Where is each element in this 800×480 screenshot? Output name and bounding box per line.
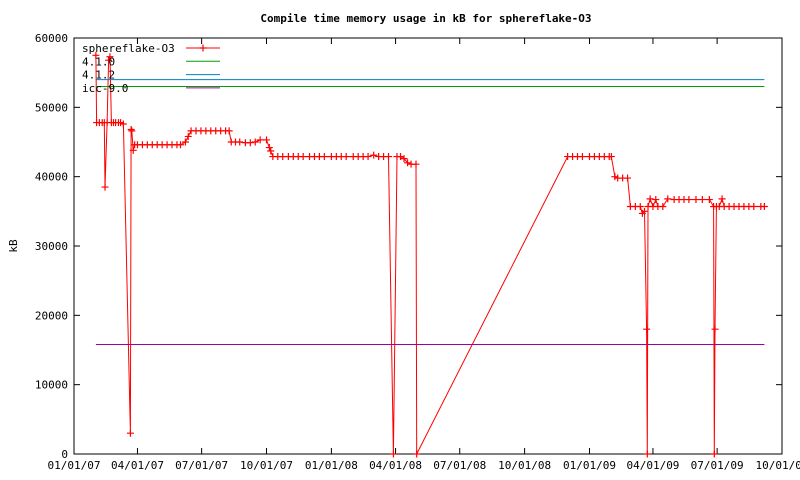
data-point <box>364 153 372 161</box>
data-point <box>263 136 271 144</box>
data-point <box>396 153 404 161</box>
series-layer <box>92 51 768 458</box>
data-point <box>404 159 412 167</box>
legend-label: 4.1.0 <box>82 55 115 68</box>
data-point <box>101 183 109 191</box>
data-point <box>643 450 651 458</box>
data-point <box>236 138 244 146</box>
data-point <box>389 450 397 458</box>
data-point <box>267 147 275 155</box>
legend-label: 4.1.2 <box>82 69 115 82</box>
data-point <box>659 202 667 210</box>
data-point <box>640 207 648 215</box>
x-tick-label: 01/01/09 <box>563 459 616 472</box>
data-point <box>256 136 264 144</box>
series-sphereflake-o3 <box>92 51 768 458</box>
y-tick-label: 30000 <box>35 240 68 253</box>
data-point <box>718 195 726 203</box>
x-tick-label: 01/01/07 <box>48 459 101 472</box>
data-point <box>127 126 135 134</box>
data-point <box>128 127 136 135</box>
data-point <box>413 450 421 458</box>
data-point <box>106 53 114 61</box>
x-tick-label: 04/01/08 <box>369 459 422 472</box>
data-point <box>265 144 273 152</box>
x-tick-label: 04/01/07 <box>111 459 164 472</box>
data-point <box>92 51 100 59</box>
legend-item: 4.1.0 <box>82 55 220 68</box>
data-point <box>698 196 706 204</box>
data-point <box>685 196 693 204</box>
data-point <box>400 155 408 163</box>
legend-item: sphereflake-O3 <box>82 42 220 55</box>
axes: 0 10000 20000 30000 40000 50000 60000 01/01/07 0… <box>35 32 800 472</box>
data-point <box>643 325 651 333</box>
y-tick-label: 40000 <box>35 171 68 184</box>
data-point <box>646 195 654 203</box>
x-tick-label: 01/01/08 <box>305 459 358 472</box>
chart-title: Compile time memory usage in kB for sphe… <box>260 12 591 25</box>
x-tick-label: 10/01/07 <box>240 459 293 472</box>
data-point <box>607 153 615 161</box>
data-point <box>119 120 127 128</box>
data-point <box>710 450 718 458</box>
data-point <box>624 174 632 182</box>
x-tick-label: 10/01/08 <box>498 459 551 472</box>
data-point <box>129 146 137 154</box>
data-point <box>370 151 378 159</box>
data-point <box>385 153 393 161</box>
legend-item: 4.1.2 <box>82 69 220 82</box>
data-point <box>184 132 192 140</box>
legend-marker <box>199 44 207 52</box>
data-point <box>692 196 700 204</box>
plot-frame <box>73 37 783 455</box>
y-tick-label: 20000 <box>35 309 68 322</box>
x-tick-label: 10/01/09 <box>756 459 800 472</box>
y-tick-label: 60000 <box>35 32 68 45</box>
legend-label: sphereflake-O3 <box>82 42 175 55</box>
data-point <box>750 202 758 210</box>
data-point <box>246 139 254 147</box>
data-point <box>251 138 259 146</box>
data-point <box>299 153 307 161</box>
series-line <box>95 55 765 455</box>
x-tick-label: 07/01/07 <box>175 459 228 472</box>
legend-label: icc-9.0 <box>82 82 128 95</box>
data-point <box>126 429 134 437</box>
data-point <box>181 138 189 146</box>
data-point <box>105 56 113 64</box>
y-tick-label: 10000 <box>35 379 68 392</box>
data-point <box>664 195 672 203</box>
data-point <box>176 141 184 149</box>
y-tick-label: 50000 <box>35 101 68 114</box>
y-axis-label: kB <box>7 239 20 253</box>
data-point <box>320 153 328 161</box>
y-tick-label: 0 <box>61 448 68 461</box>
data-point <box>225 127 233 135</box>
data-point <box>705 196 713 204</box>
data-point <box>760 202 768 210</box>
x-tick-label: 04/01/09 <box>626 459 679 472</box>
data-point <box>412 160 420 168</box>
data-point <box>711 325 719 333</box>
x-tick-label: 07/01/09 <box>691 459 744 472</box>
data-point <box>636 202 644 210</box>
data-point <box>578 153 586 161</box>
data-point <box>652 196 660 204</box>
legend-item: icc-9.0 <box>82 82 220 95</box>
x-tick-label: 07/01/08 <box>433 459 486 472</box>
data-point <box>342 153 350 161</box>
